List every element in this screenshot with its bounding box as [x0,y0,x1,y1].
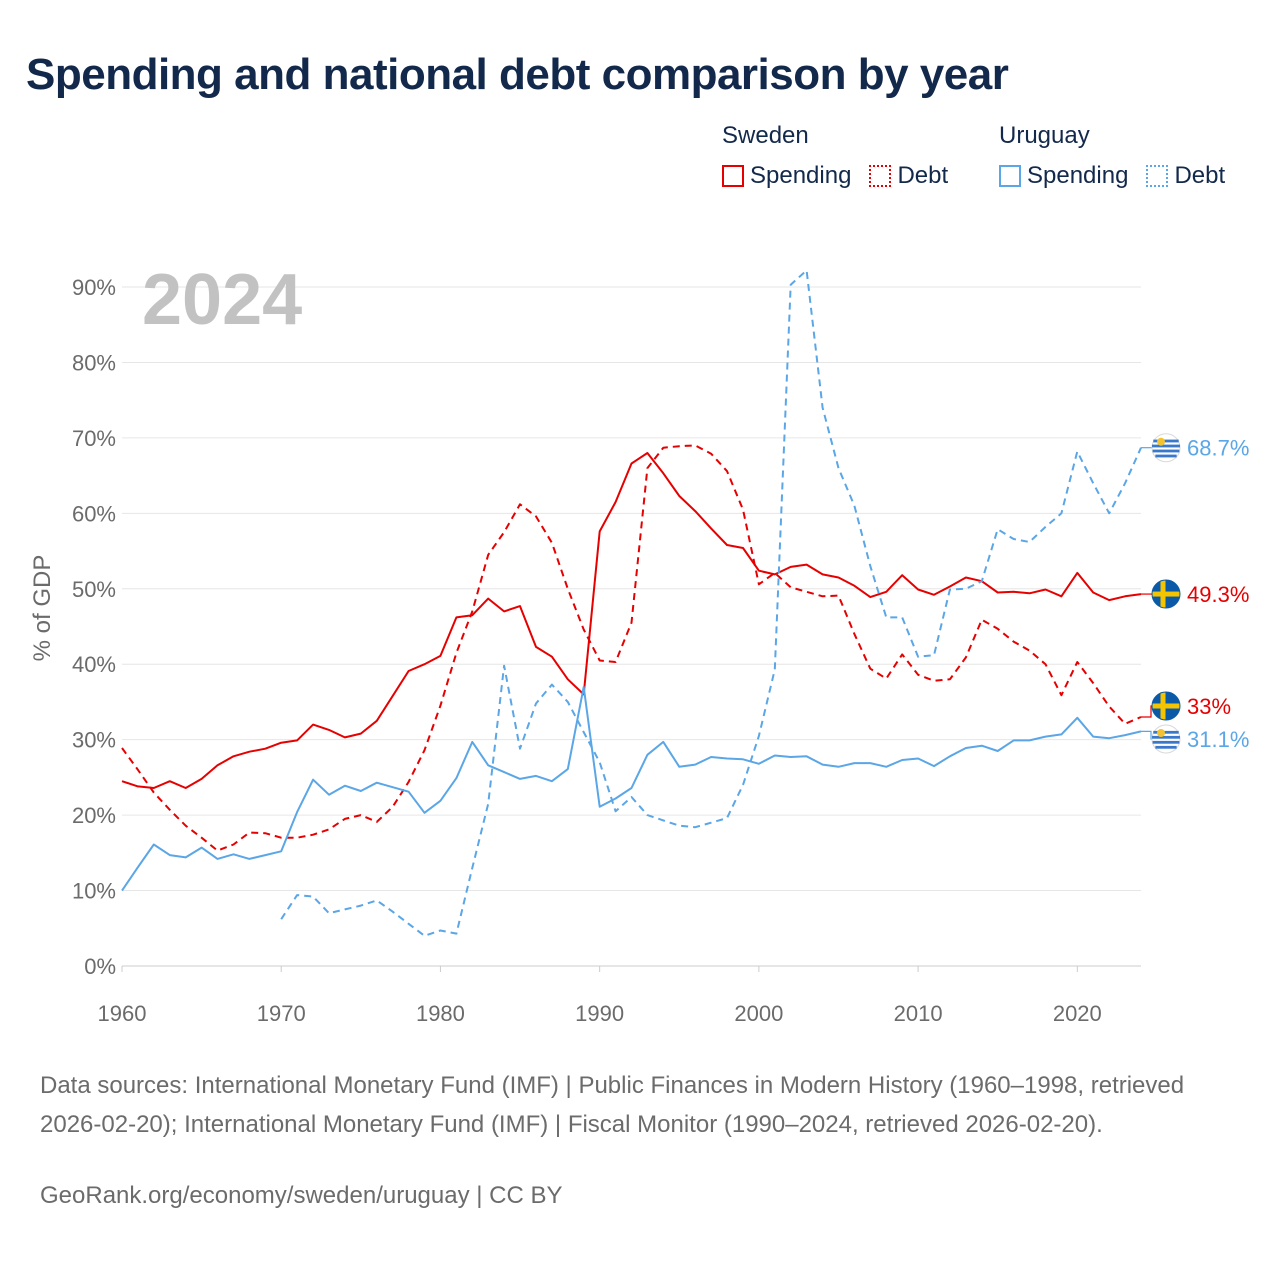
y-tick-label: 70% [72,426,116,451]
legend-item-sweden-spending[interactable]: Spending [722,162,851,190]
end-labels: 68.7% 49.3% 33% 31.1% [1141,433,1249,754]
year-watermark: 2024 [142,260,302,340]
x-tick-label: 1990 [575,1001,624,1026]
data-source-note: Data sources: International Monetary Fun… [40,1072,1185,1138]
legend-label: Debt [897,162,949,189]
x-tick-label: 2000 [734,1001,783,1026]
legend-label: Debt [1174,162,1226,189]
legend-item-uruguay-debt[interactable]: Debt [1146,162,1225,190]
y-tick-label: 50% [72,577,116,602]
legend-group-name: Uruguay [999,122,1090,149]
end-value-label: 31.1% [1187,727,1249,752]
legend-item-sweden-debt[interactable]: Debt [869,162,948,190]
legend-group-name: Sweden [722,122,809,149]
series-line-uruguay-spending[interactable] [121,685,1142,892]
y-axis-label: % of GDP [29,555,56,662]
end-value-label: 49.3% [1187,582,1249,607]
end-value-label: 68.7% [1187,436,1249,461]
series-line-sweden-debt[interactable] [121,444,1142,852]
y-tick-label: 0% [84,954,116,979]
series [121,269,1142,937]
legend-item-uruguay-spending[interactable]: Spending [999,162,1128,190]
series-line-sweden-spending[interactable] [121,452,1142,789]
y-tick-label: 90% [72,275,116,300]
legend-swatch-solid [999,165,1021,187]
legend-group-sweden: Sweden Spending Debt [722,122,948,190]
credit-link[interactable]: GeoRank.org/economy/sweden/uruguay | CC … [40,1182,563,1209]
x-tick-label: 1970 [257,1001,306,1026]
y-tick-label: 40% [72,652,116,677]
legend-swatch-solid [722,165,744,187]
sweden-flag-icon [1151,579,1181,609]
line-chart: 2024 % of GDP 0% 10% 20% 30% 40% 50% 60% 70% 80%… [29,260,1249,1026]
y-tick-label: 10% [72,879,116,904]
series-line-uruguay-debt[interactable] [280,269,1142,937]
end-value-label: 33% [1187,694,1231,719]
sweden-flag-icon [1151,691,1181,721]
chart-title: Spending and national debt comparison by… [26,50,1009,99]
legend-swatch-dotted [869,165,892,187]
x-tick-label: 2010 [894,1001,943,1026]
legend-group-uruguay: Uruguay Spending Debt [999,122,1225,190]
y-tick-label: 20% [72,803,116,828]
y-tick-label: 80% [72,350,116,375]
x-tick-label: 1960 [98,1001,147,1026]
x-tick-label: 1980 [416,1001,465,1026]
axes: 0% 10% 20% 30% 40% 50% 60% 70% 80% 90% 1960 1970 198… [72,275,1141,1026]
x-tick-label: 2020 [1053,1001,1102,1026]
uruguay-flag-icon [1151,724,1181,754]
y-tick-label: 30% [72,728,116,753]
legend-swatch-dotted [1146,165,1169,187]
uruguay-flag-icon [1151,433,1181,463]
grid [122,286,1141,967]
legend-label: Spending [750,162,852,189]
legend-label: Spending [1027,162,1129,189]
y-tick-label: 60% [72,501,116,526]
